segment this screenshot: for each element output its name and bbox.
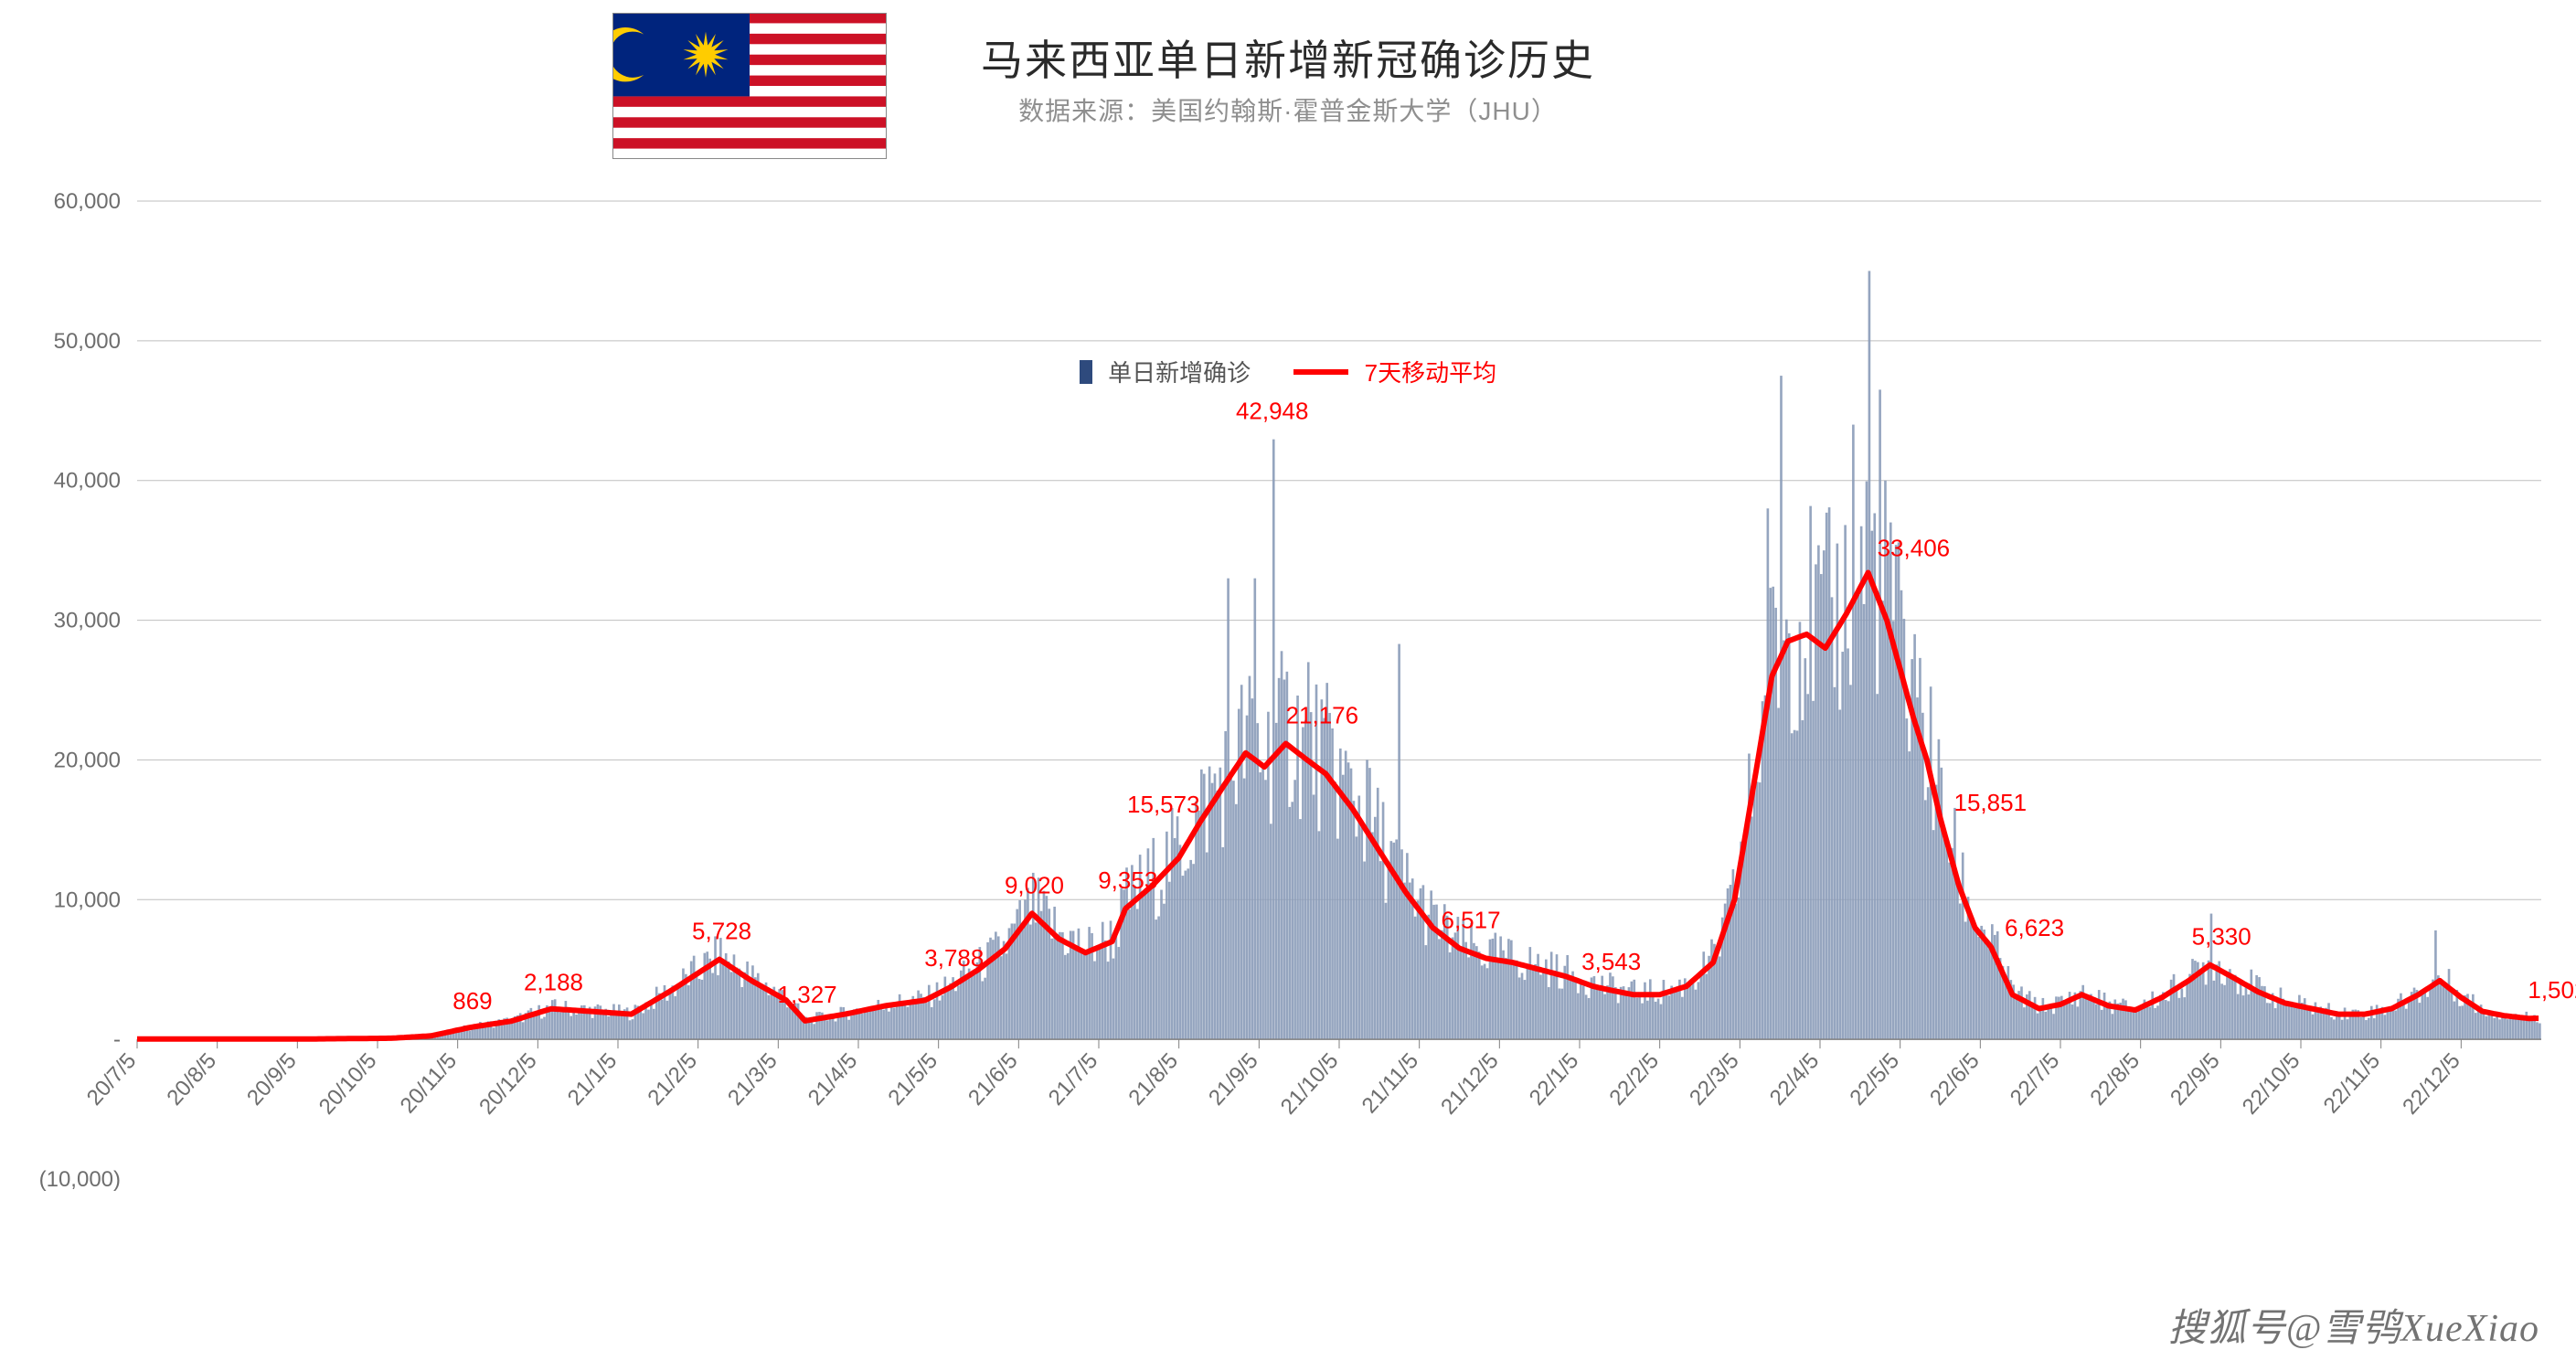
svg-text:22/10/5: 22/10/5: [2238, 1048, 2305, 1120]
svg-text:40,000: 40,000: [54, 469, 121, 494]
svg-text:20/9/5: 20/9/5: [242, 1048, 302, 1111]
svg-text:22/8/5: 22/8/5: [2085, 1048, 2145, 1111]
svg-text:21/12/5: 21/12/5: [1436, 1048, 1504, 1120]
svg-text:22/5/5: 22/5/5: [1845, 1048, 1904, 1111]
svg-text:21/10/5: 21/10/5: [1276, 1048, 1344, 1120]
annotation: 2,188: [524, 969, 583, 996]
svg-text:20/11/5: 20/11/5: [396, 1048, 462, 1118]
svg-text:21/1/5: 21/1/5: [563, 1048, 623, 1111]
annotation: 42,948: [1236, 398, 1309, 425]
watermark: 搜狐号@雪鸮XueXiao: [2168, 1297, 2539, 1353]
covid-chart: (10,000) - 10,000 20,000 30,000 40,000 50,000 6…: [0, 0, 2576, 1371]
svg-text:30,000: 30,000: [54, 609, 121, 633]
svg-text:22/2/5: 22/2/5: [1604, 1048, 1664, 1111]
annotation: 3,788: [924, 944, 984, 972]
svg-text:22/1/5: 22/1/5: [1525, 1048, 1584, 1111]
svg-text:22/4/5: 22/4/5: [1765, 1048, 1825, 1111]
bars: [137, 271, 2541, 1039]
svg-text:50,000: 50,000: [54, 329, 121, 354]
svg-text:(10,000): (10,000): [39, 1167, 121, 1192]
annotation: 3,543: [1581, 948, 1641, 975]
annotation: 5,728: [692, 918, 751, 945]
svg-text:20/7/5: 20/7/5: [82, 1048, 142, 1111]
svg-text:21/4/5: 21/4/5: [804, 1048, 863, 1111]
svg-text:-: -: [113, 1027, 121, 1052]
svg-text:20/12/5: 20/12/5: [474, 1048, 542, 1120]
svg-text:21/2/5: 21/2/5: [643, 1048, 702, 1111]
svg-text:10,000: 10,000: [54, 887, 121, 912]
svg-text:20,000: 20,000: [54, 748, 121, 772]
annotation: 15,573: [1127, 791, 1200, 818]
svg-text:22/11/5: 22/11/5: [2319, 1048, 2385, 1118]
annotation: 6,623: [2005, 914, 2064, 941]
annotation: 869: [452, 987, 492, 1015]
svg-text:21/6/5: 21/6/5: [963, 1048, 1023, 1111]
annotation: 1,327: [778, 981, 837, 1008]
svg-text:21/7/5: 21/7/5: [1044, 1048, 1103, 1111]
svg-text:21/11/5: 21/11/5: [1357, 1048, 1423, 1118]
svg-text:22/7/5: 22/7/5: [2006, 1048, 2065, 1111]
annotation: 5,330: [2192, 923, 2251, 951]
annotation: 9,353: [1098, 866, 1157, 894]
annotation: 9,020: [1005, 871, 1064, 898]
svg-text:22/3/5: 22/3/5: [1685, 1048, 1744, 1111]
annotation: 1,502: [2528, 976, 2576, 1004]
svg-text:22/6/5: 22/6/5: [1925, 1048, 1985, 1111]
svg-text:22/9/5: 22/9/5: [2166, 1048, 2225, 1111]
svg-text:22/12/5: 22/12/5: [2398, 1048, 2465, 1120]
svg-text:21/9/5: 21/9/5: [1204, 1048, 1263, 1111]
svg-text:60,000: 60,000: [54, 189, 121, 214]
svg-text:21/5/5: 21/5/5: [883, 1048, 942, 1111]
annotation: 21,176: [1286, 701, 1359, 728]
annotation: 15,851: [1954, 789, 2028, 816]
svg-text:21/3/5: 21/3/5: [723, 1048, 782, 1111]
annotation: 33,406: [1878, 535, 1951, 562]
svg-text:20/8/5: 20/8/5: [162, 1048, 221, 1111]
svg-text:21/8/5: 21/8/5: [1123, 1048, 1183, 1111]
svg-text:20/10/5: 20/10/5: [314, 1048, 382, 1120]
annotation: 6,517: [1442, 907, 1501, 934]
